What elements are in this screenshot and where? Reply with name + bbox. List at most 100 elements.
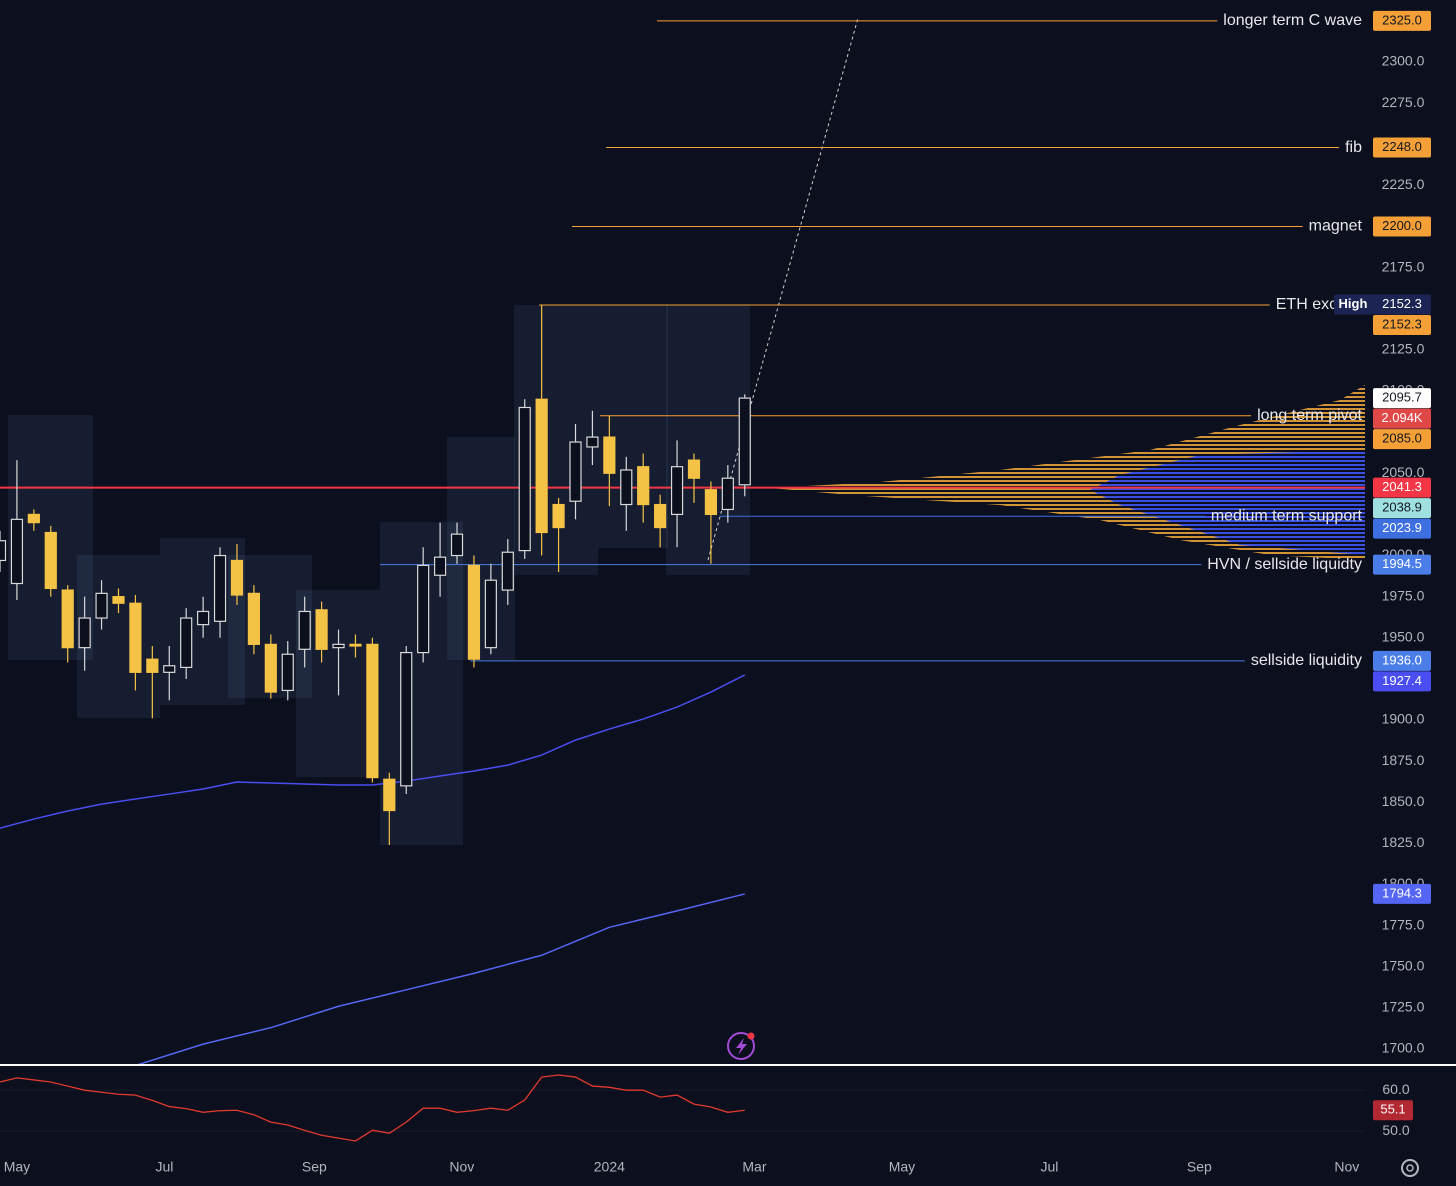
candle-body — [400, 651, 413, 787]
level-label: fib — [1345, 139, 1362, 156]
high-tag-name: High — [1339, 296, 1368, 311]
y-tick-label: 2300.0 — [1382, 53, 1425, 69]
candle-body — [687, 459, 701, 479]
y-tick-label: 1950.0 — [1382, 628, 1425, 644]
rsi-tag-label: 55.1 — [1380, 1102, 1405, 1117]
candle-body — [281, 653, 294, 692]
candle-body — [552, 503, 565, 529]
ma-tag-label: 1927.4 — [1382, 673, 1422, 688]
y-tick-label: 1975.0 — [1382, 587, 1425, 603]
candle-body — [298, 610, 311, 650]
candle-body — [417, 564, 430, 654]
candle-body — [450, 533, 464, 557]
level-tag — [1373, 518, 1431, 539]
candle-body — [163, 665, 176, 673]
candle-body — [467, 564, 481, 660]
candle-body — [349, 643, 362, 647]
alert-circle — [727, 1032, 755, 1060]
x-tick-label: Jul — [155, 1159, 173, 1175]
level-tag-label: 2200.0 — [1382, 218, 1422, 233]
settings-gear-hub[interactable] — [1406, 1164, 1414, 1172]
projection-line — [707, 17, 859, 561]
y-tick-label: 1850.0 — [1382, 793, 1425, 809]
x-tick-label: Mar — [742, 1159, 766, 1175]
session-box — [666, 305, 750, 575]
x-tick-label: Nov — [449, 1159, 474, 1175]
poc-tag-label: 2038.9 — [1382, 500, 1422, 515]
red-line-tag-label: 2041.3 — [1382, 479, 1422, 494]
rsi-pane: 60.0 50.0 55.1 — [0, 1074, 1413, 1142]
price-tags: 2325.0 2248.0 2200.0 High 2152.3 2152.3 2095.7… — [1334, 10, 1431, 904]
candle-body — [433, 556, 447, 576]
last-price-tag-label: 2095.7 — [1382, 390, 1422, 405]
candle-body — [670, 466, 684, 516]
level-tag — [1373, 137, 1431, 158]
candle-body — [721, 477, 734, 511]
ma-tag-label: 1794.3 — [1382, 885, 1422, 900]
level-tag — [1373, 10, 1431, 31]
candle-body — [383, 778, 396, 812]
candle-body — [586, 436, 599, 448]
volume-profile — [770, 385, 1365, 560]
candle-body — [315, 609, 328, 650]
x-tick-label: Nov — [1334, 1159, 1359, 1175]
poc-tag — [1373, 498, 1431, 519]
candle-body — [213, 554, 227, 622]
candle-body — [247, 592, 260, 645]
candle-body — [535, 398, 548, 534]
level-tag — [1373, 314, 1431, 335]
level-tag-label: 1994.5 — [1382, 556, 1422, 571]
y-tick-label: 2225.0 — [1382, 176, 1425, 192]
alert-bolt — [736, 1038, 747, 1055]
candle-body — [0, 540, 7, 562]
candle-body — [61, 589, 74, 649]
y-tick-label: 2275.0 — [1382, 94, 1425, 110]
high-tag-label: 2152.3 — [1382, 296, 1422, 311]
x-tick-label: May — [4, 1159, 30, 1175]
rsi-tag — [1373, 1100, 1413, 1121]
level-tag — [1373, 650, 1431, 671]
level-label: long term pivot — [1257, 407, 1362, 424]
level-tag-label: 2152.3 — [1382, 316, 1422, 331]
moving-average — [137, 893, 745, 1064]
candle-body — [129, 602, 142, 673]
settings-gear[interactable] — [1401, 1159, 1419, 1177]
red-line-tag — [1373, 477, 1431, 498]
candle-body — [637, 466, 650, 506]
candle-body — [10, 518, 24, 585]
level-label: medium term support — [1211, 507, 1363, 524]
settings-icon[interactable] — [1401, 1159, 1419, 1177]
candle-body — [95, 592, 108, 619]
y-tick-label: 1825.0 — [1382, 834, 1425, 850]
y-tick-label: 1750.0 — [1382, 957, 1425, 973]
level-tag-label: 1936.0 — [1382, 652, 1422, 667]
y-tick-label: 2050.0 — [1382, 464, 1425, 480]
ma-tag — [1373, 671, 1431, 692]
candle-body — [332, 643, 345, 649]
candle-body — [112, 596, 125, 604]
candle-body — [603, 436, 616, 474]
session-box — [77, 555, 160, 718]
candle-body — [620, 469, 633, 506]
high-tag — [1334, 294, 1431, 315]
y-tick-label: 1875.0 — [1382, 752, 1425, 768]
level-tag-label: 2023.9 — [1382, 520, 1422, 535]
y-tick-label: 1900.0 — [1382, 711, 1425, 727]
x-tick-label: 2024 — [594, 1159, 625, 1175]
moving-average — [0, 674, 746, 829]
level-label: magnet — [1309, 218, 1363, 235]
y-tick-label: 1725.0 — [1382, 999, 1425, 1015]
candle-body — [738, 397, 751, 486]
level-label: HVN / sellside liquidty — [1207, 556, 1362, 573]
rsi-line — [0, 1074, 745, 1142]
volume-tag — [1373, 408, 1431, 429]
volume-profile-value-area — [1090, 450, 1365, 555]
x-tick-label: Jul — [1040, 1159, 1058, 1175]
candle-body — [180, 617, 193, 668]
candle-body — [264, 643, 277, 693]
candle-body — [230, 559, 244, 596]
alert-icon — [727, 1032, 755, 1060]
level-tag — [1373, 216, 1431, 237]
level-tag-label: 2248.0 — [1382, 139, 1422, 154]
